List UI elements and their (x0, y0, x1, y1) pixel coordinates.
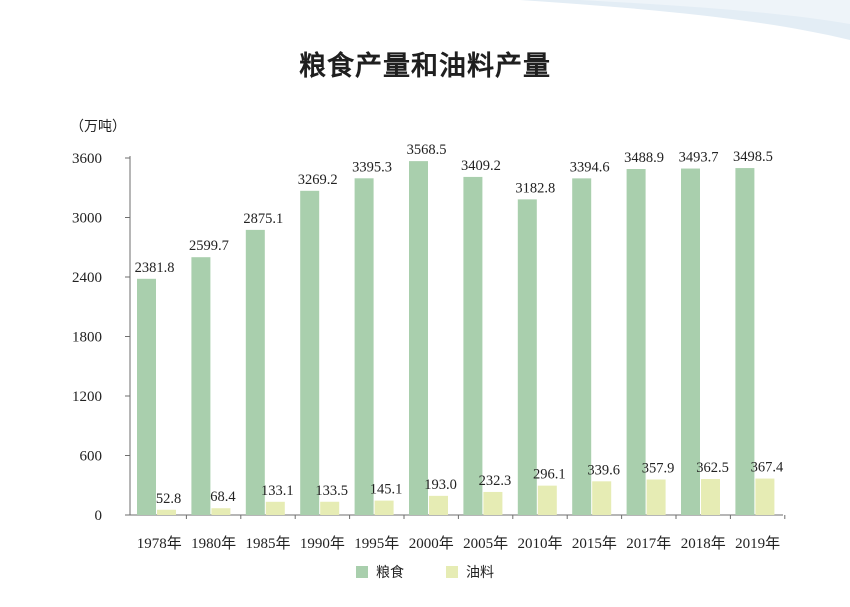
x-tick-label: 2005年 (463, 535, 508, 552)
x-tick-label: 2010年 (517, 535, 562, 552)
data-label-oil: 339.6 (587, 462, 620, 478)
legend-swatch-oil (446, 566, 458, 578)
y-tick-label: 0 (95, 508, 103, 524)
data-label-oil: 367.4 (751, 460, 784, 476)
x-tick-label: 2018年 (681, 535, 726, 552)
data-label-oil: 362.5 (696, 460, 729, 476)
data-label-oil: 357.9 (642, 461, 675, 477)
data-label-oil: 232.3 (479, 473, 512, 489)
legend-item-oil: 油料 (446, 562, 494, 582)
data-label-oil: 68.4 (210, 489, 236, 505)
data-label-grain: 2599.7 (189, 238, 229, 254)
bar-grain (354, 178, 374, 515)
bar-grain (191, 257, 211, 515)
bar-grain (463, 176, 483, 515)
bar-oil (701, 479, 720, 515)
y-tick-label: 2400 (72, 270, 102, 286)
bar-oil (211, 508, 231, 515)
legend: 粮食 油料 (0, 562, 850, 582)
x-tick-label: 2015年 (572, 535, 617, 552)
data-label-grain: 3493.7 (679, 150, 719, 166)
data-label-grain: 3488.9 (624, 150, 664, 166)
data-label-oil: 133.1 (261, 483, 294, 499)
bar-grain (517, 199, 537, 516)
data-label-grain: 3269.2 (298, 172, 338, 188)
data-label-grain: 3568.5 (407, 142, 447, 158)
bar-grain (626, 169, 646, 516)
bar-oil (374, 500, 394, 515)
bar-grain (735, 168, 755, 515)
y-axis-unit-label: （万吨） (70, 119, 126, 135)
x-tick-label: 2019年 (735, 535, 780, 552)
legend-label-oil: 油料 (466, 565, 494, 581)
data-label-grain: 3394.6 (570, 159, 610, 175)
x-tick-label: 1978年 (137, 535, 182, 552)
data-label-grain: 3182.8 (515, 180, 555, 196)
data-label-grain: 2381.8 (135, 260, 175, 276)
data-label-grain: 3409.2 (461, 158, 501, 174)
data-label-grain: 3498.5 (733, 149, 773, 165)
bar-oil (755, 478, 775, 515)
y-tick-label: 1800 (72, 330, 102, 346)
y-tick-label: 3600 (72, 151, 102, 167)
data-label-oil: 193.0 (424, 477, 457, 493)
bar-oil (265, 501, 285, 515)
data-label-oil: 52.8 (156, 491, 181, 507)
legend-swatch-grain (356, 566, 368, 578)
bar-oil (592, 481, 612, 515)
x-tick-label: 1980年 (191, 535, 236, 552)
bar-grain (681, 168, 700, 515)
legend-item-grain: 粮食 (356, 562, 404, 582)
data-label-grain: 2875.1 (243, 211, 283, 227)
legend-label-grain: 粮食 (376, 565, 404, 581)
x-tick-label: 1990年 (300, 535, 345, 552)
data-label-oil: 296.1 (533, 467, 566, 483)
bar-grain (572, 178, 592, 515)
bar-grain (245, 229, 265, 515)
bar-oil (537, 485, 557, 515)
bar-oil (483, 491, 503, 515)
x-tick-label: 2017年 (626, 535, 671, 552)
x-tick-label: 1995年 (354, 535, 399, 552)
bar-grain (409, 161, 428, 515)
bar-oil (157, 509, 176, 515)
data-label-oil: 145.1 (370, 482, 403, 498)
bar-grain (300, 190, 320, 516)
bar-oil (320, 501, 340, 515)
data-label-grain: 3395.3 (352, 159, 392, 175)
bar-oil (429, 495, 448, 515)
bar-oil (646, 479, 666, 515)
y-tick-label: 1200 (72, 389, 102, 405)
y-tick-label: 600 (80, 449, 103, 465)
x-tick-label: 2000年 (409, 535, 454, 552)
bar-grain (137, 278, 156, 515)
x-tick-label: 1985年 (245, 535, 290, 552)
chart-title: 粮食产量和油料产量 (299, 51, 551, 82)
data-label-oil: 133.5 (315, 483, 348, 499)
y-tick-label: 3000 (72, 211, 102, 227)
